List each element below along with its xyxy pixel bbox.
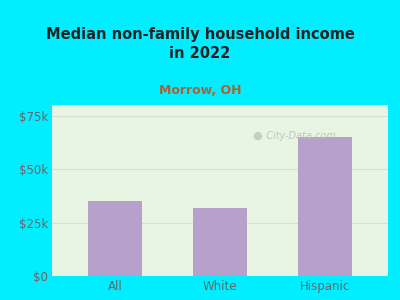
Bar bbox=[298, 137, 352, 276]
Bar bbox=[88, 201, 142, 276]
Text: ●: ● bbox=[252, 131, 262, 141]
Text: Median non-family household income
in 2022: Median non-family household income in 20… bbox=[46, 27, 354, 61]
Text: Morrow, OH: Morrow, OH bbox=[159, 84, 241, 97]
Text: City-Data.com: City-Data.com bbox=[260, 131, 336, 141]
Bar bbox=[193, 208, 247, 276]
